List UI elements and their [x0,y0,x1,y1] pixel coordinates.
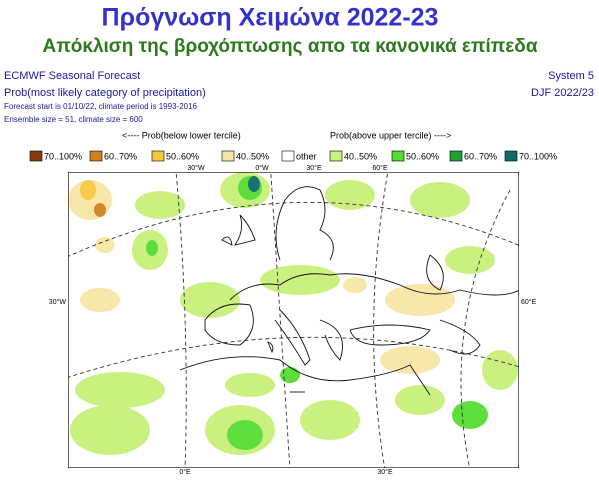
grid-label: 0°E [179,468,191,476]
map [68,172,519,468]
grid-label: 60°E [521,298,537,306]
info-line: Prob(most likely category of precipitati… [4,87,206,99]
legend-label: 60..70% [464,151,497,161]
legend-swatch [449,150,463,162]
legend-label: 70..100% [519,151,557,161]
legend-label: 40..50% [344,151,377,161]
legend-heading: <---- Prob(below lower tercile) [122,130,241,140]
grid-label: 30°E [306,164,322,172]
legend-swatch [221,150,235,162]
grid-label: 30°E [377,468,393,476]
legend-label: 40..50% [236,151,269,161]
legend-label: 60..70% [104,151,137,161]
legend-heading: Prob(above upper tercile) ----> [330,130,451,140]
legend-swatch [329,150,343,162]
info-line: ECMWF Seasonal Forecast [4,70,140,82]
grid-label: 0°W [255,164,269,172]
legend-label: other [296,151,317,161]
legend-swatch [281,150,295,162]
info-line: Forecast start is 01/10/22, climate peri… [4,102,198,111]
info-line: System 5 [548,70,594,82]
subtitle: Απόκλιση της βροχόπτωσης απο τα κανονικά… [42,36,537,57]
legend-swatch [391,150,405,162]
legend-swatch [504,150,518,162]
grid-label: 30°W [187,164,205,172]
legend-swatch [29,150,43,162]
legend-swatch [89,150,103,162]
legend-label: 70..100% [44,151,82,161]
grid-label: 60°E [372,164,388,172]
legend-label: 50..60% [406,151,439,161]
grid-label: 30°W [49,298,67,306]
info-line: DJF 2022/23 [531,87,594,99]
legend-swatch [151,150,165,162]
info-line: Ensemble size = 51, climate size = 600 [4,115,143,124]
title: Πρόγνωση Χειμώνα 2022-23 [102,4,439,32]
legend-label: 50..60% [166,151,199,161]
